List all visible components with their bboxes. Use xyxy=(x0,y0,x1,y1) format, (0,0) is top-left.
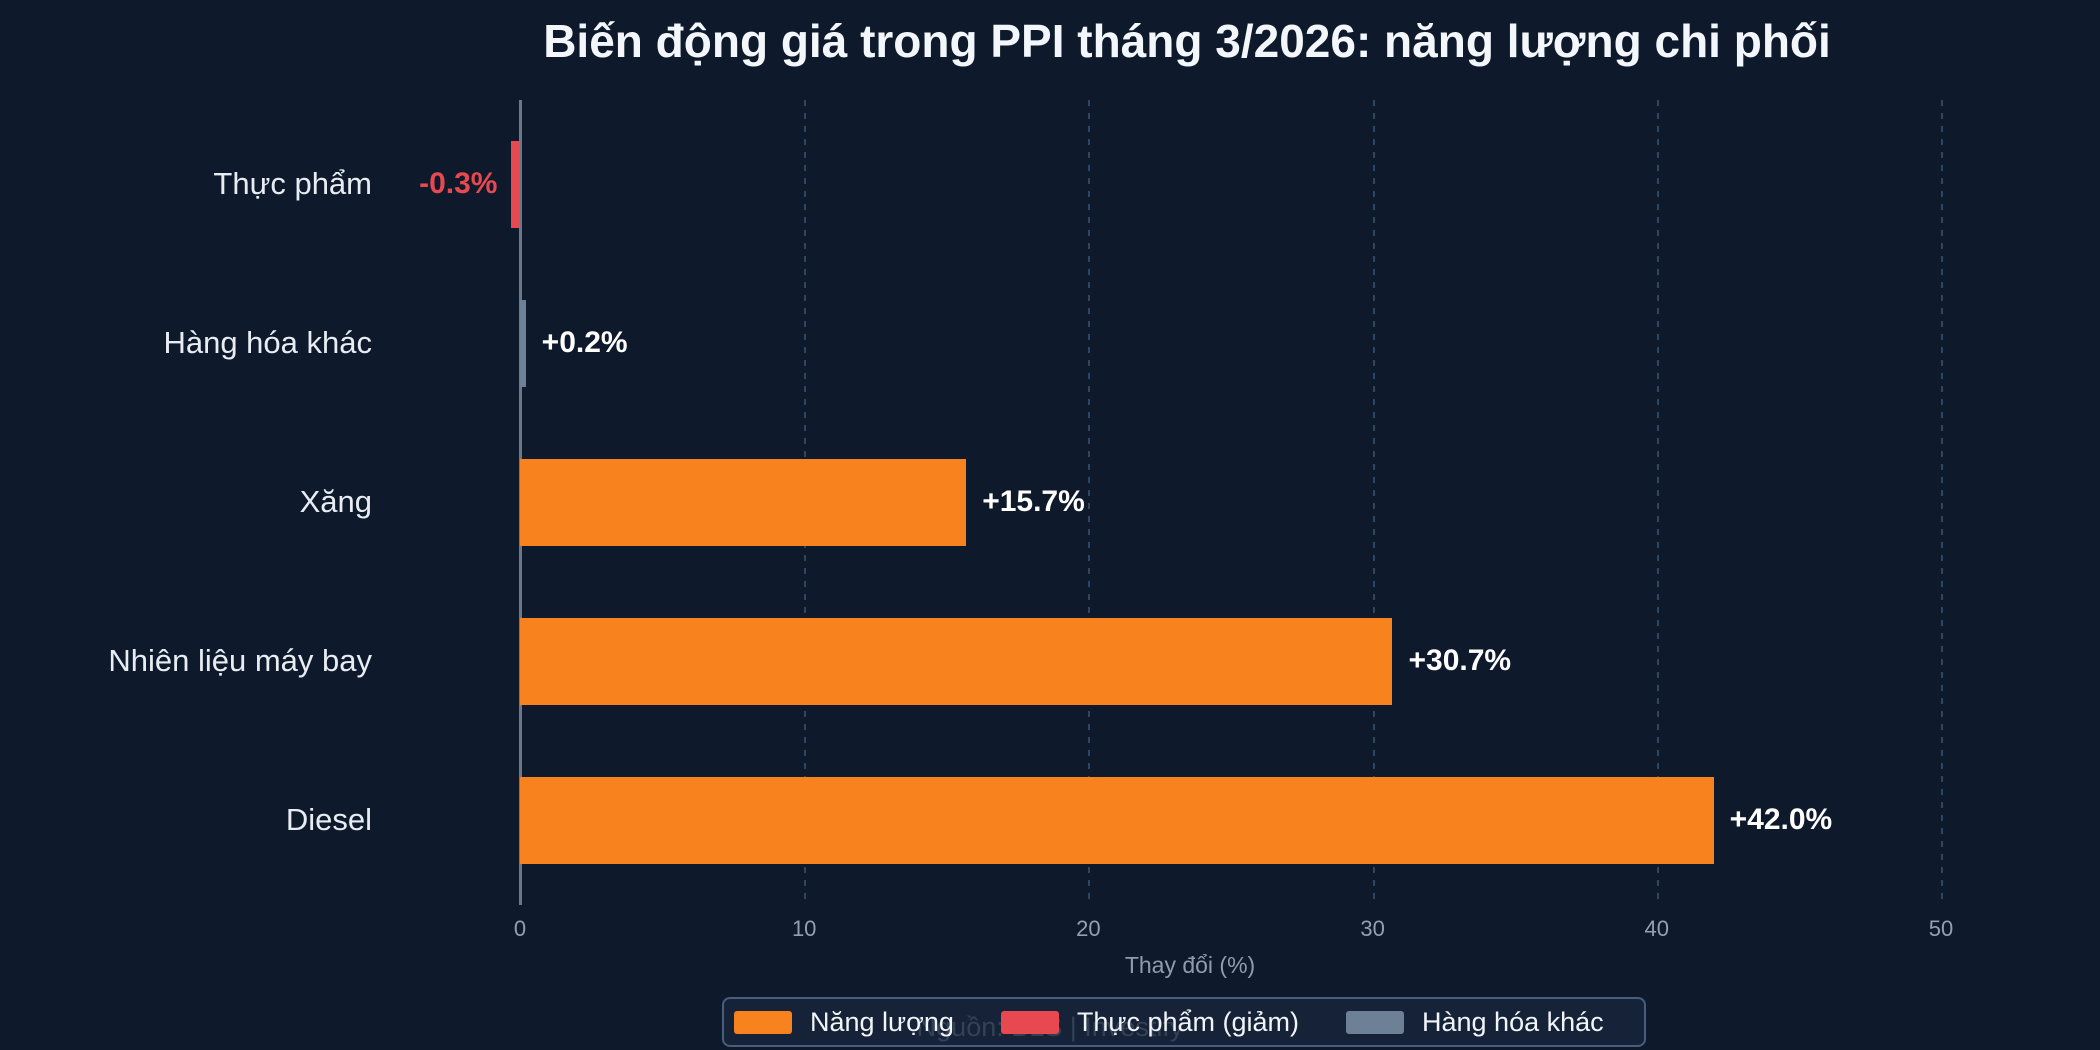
legend-item-hang-hoa-khac: Hàng hóa khác xyxy=(1346,1007,1604,1038)
legend: Năng lượng Thực phẩm (giảm) Hàng hóa khá… xyxy=(722,997,1646,1047)
bar-diesel xyxy=(520,776,1714,864)
xtick-50: 50 xyxy=(1928,916,1954,941)
gridline-20 xyxy=(1088,100,1091,905)
legend-swatch-food-icon xyxy=(1000,1010,1059,1034)
xtick-10: 10 xyxy=(791,916,817,941)
bar-thuc-pham xyxy=(511,140,520,228)
category-label-thuc-pham: Thực phẩm xyxy=(213,166,372,201)
legend-label-hang-hoa-khac: Hàng hóa khác xyxy=(1422,1006,1604,1037)
bar-nhien-lieu-may-bay xyxy=(520,617,1393,705)
legend-label-thuc-pham: Thực phẩm (giảm) xyxy=(1076,1006,1299,1037)
gridline-40 xyxy=(1656,100,1659,905)
bar-hang-hoa-khac xyxy=(520,299,526,387)
xtick-0: 0 xyxy=(513,916,527,941)
x-axis-label: Thay đổi (%) xyxy=(1124,952,1256,978)
xtick-40: 40 xyxy=(1644,916,1670,941)
value-label-hang-hoa-khac: +0.2% xyxy=(541,326,628,359)
xtick-20: 20 xyxy=(1076,916,1101,941)
value-label-diesel: +42.0% xyxy=(1729,803,1833,836)
category-label-nhien-lieu-may-bay: Nhiên liệu máy bay xyxy=(108,643,372,678)
category-label-xang: Xăng xyxy=(299,484,372,519)
bar-xang xyxy=(520,458,967,546)
category-label-hang-hoa-khac: Hàng hóa khác xyxy=(163,325,372,360)
value-label-thuc-pham: -0.3% xyxy=(419,167,498,200)
gridline-50 xyxy=(1941,100,1943,905)
category-label-diesel: Diesel xyxy=(285,802,372,837)
legend-item-nang-luong: Năng lượng xyxy=(734,1007,954,1038)
value-label-nhien-lieu-may-bay: +30.7% xyxy=(1408,644,1512,677)
legend-swatch-other-icon xyxy=(1346,1010,1404,1034)
gridline-30 xyxy=(1372,100,1375,905)
xtick-30: 30 xyxy=(1360,916,1385,941)
value-label-xang: +15.7% xyxy=(982,485,1085,518)
legend-swatch-energy-icon xyxy=(734,1010,792,1034)
legend-item-thuc-pham: Thực phẩm (giảm) xyxy=(1000,1006,1299,1038)
legend-label-nang-luong: Năng lượng xyxy=(810,1006,954,1037)
chart-title: Biến động giá trong PPI tháng 3/2026: nă… xyxy=(543,15,1831,67)
